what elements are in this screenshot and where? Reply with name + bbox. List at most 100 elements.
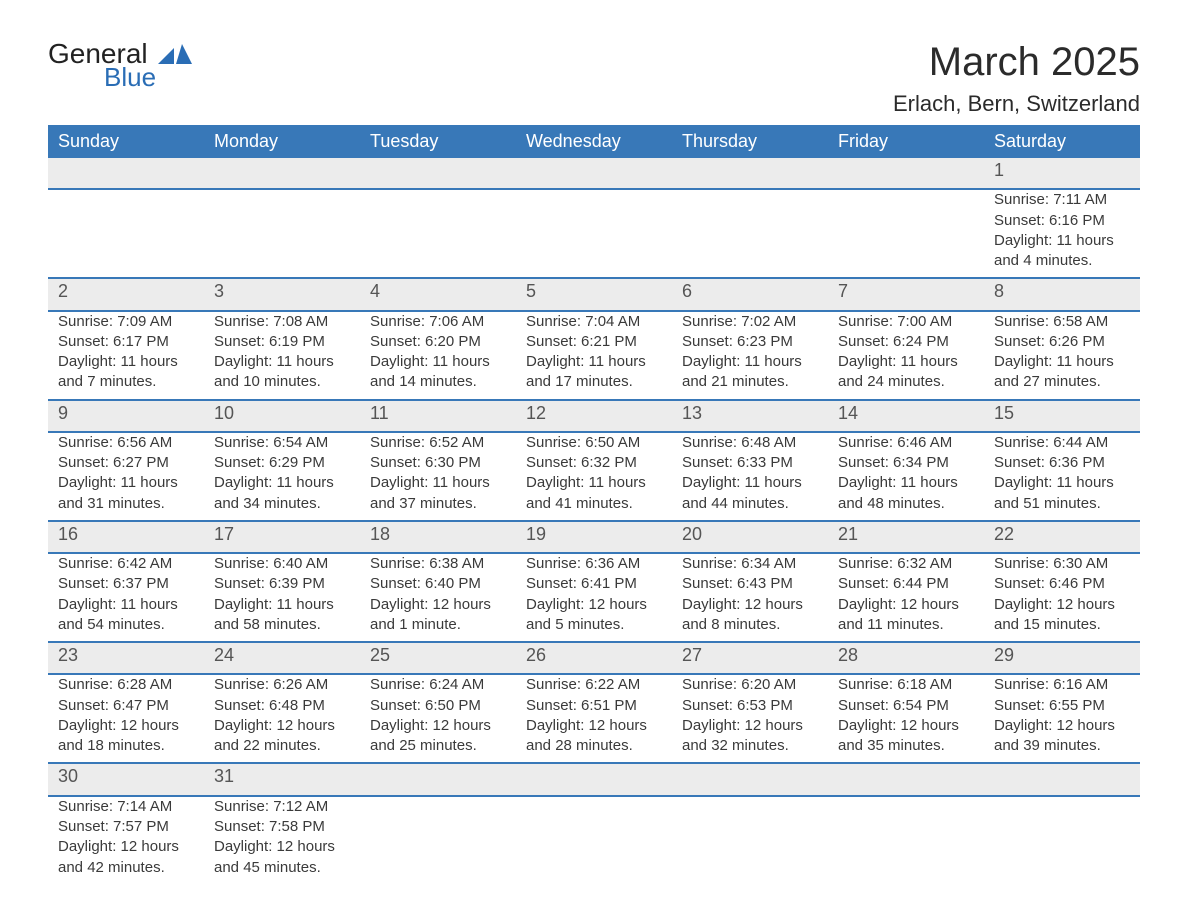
day-number: 8 — [994, 281, 1004, 301]
sunrise-text: Sunrise: 6:38 AM — [370, 554, 506, 574]
day-number-cell: 14 — [828, 400, 984, 432]
day-details-cell: Sunrise: 6:28 AMSunset: 6:47 PMDaylight:… — [48, 674, 204, 763]
sunrise-text: Sunrise: 6:28 AM — [58, 675, 194, 695]
day-number: 18 — [370, 524, 390, 544]
sunset-text: Sunset: 6:27 PM — [58, 453, 194, 473]
day-number: 11 — [370, 403, 389, 423]
day-number-cell: 29 — [984, 642, 1140, 674]
day-number-cell: 17 — [204, 521, 360, 553]
sunrise-text: Sunrise: 6:54 AM — [214, 433, 350, 453]
sunrise-text: Sunrise: 7:11 AM — [994, 190, 1130, 210]
col-thursday: Thursday — [672, 125, 828, 158]
daylight-text: Daylight: 11 hours and 48 minutes. — [838, 473, 974, 514]
day-number-cell — [828, 763, 984, 795]
sunset-text: Sunset: 6:43 PM — [682, 574, 818, 594]
day-details-cell — [828, 796, 984, 884]
day-number: 2 — [58, 281, 68, 301]
daylight-text: Daylight: 12 hours and 32 minutes. — [682, 716, 818, 757]
day-number: 10 — [214, 403, 234, 423]
day-details-cell: Sunrise: 6:42 AMSunset: 6:37 PMDaylight:… — [48, 553, 204, 642]
daylight-text: Daylight: 11 hours and 10 minutes. — [214, 352, 350, 393]
location: Erlach, Bern, Switzerland — [893, 91, 1140, 117]
day-number: 15 — [994, 403, 1014, 423]
day-details-cell: Sunrise: 7:04 AMSunset: 6:21 PMDaylight:… — [516, 311, 672, 400]
day-number-cell: 10 — [204, 400, 360, 432]
sunrise-text: Sunrise: 7:12 AM — [214, 797, 350, 817]
daylight-text: Daylight: 11 hours and 24 minutes. — [838, 352, 974, 393]
day-number-cell — [828, 158, 984, 189]
sunrise-text: Sunrise: 6:56 AM — [58, 433, 194, 453]
sunset-text: Sunset: 7:57 PM — [58, 817, 194, 837]
sunset-text: Sunset: 6:54 PM — [838, 696, 974, 716]
weekday-header-row: Sunday Monday Tuesday Wednesday Thursday… — [48, 125, 1140, 158]
day-number-cell: 15 — [984, 400, 1140, 432]
sunrise-text: Sunrise: 6:36 AM — [526, 554, 662, 574]
daylight-text: Daylight: 11 hours and 41 minutes. — [526, 473, 662, 514]
day-details-cell: Sunrise: 6:56 AMSunset: 6:27 PMDaylight:… — [48, 432, 204, 521]
col-monday: Monday — [204, 125, 360, 158]
day-details-cell: Sunrise: 6:22 AMSunset: 6:51 PMDaylight:… — [516, 674, 672, 763]
day-number-cell: 20 — [672, 521, 828, 553]
details-row: Sunrise: 7:11 AMSunset: 6:16 PMDaylight:… — [48, 189, 1140, 278]
day-number: 7 — [838, 281, 848, 301]
sunrise-text: Sunrise: 6:58 AM — [994, 312, 1130, 332]
day-details-cell: Sunrise: 7:02 AMSunset: 6:23 PMDaylight:… — [672, 311, 828, 400]
day-details-cell — [516, 189, 672, 278]
daylight-text: Daylight: 11 hours and 17 minutes. — [526, 352, 662, 393]
day-number-cell — [672, 763, 828, 795]
day-number: 3 — [214, 281, 224, 301]
sunrise-text: Sunrise: 7:00 AM — [838, 312, 974, 332]
day-details-cell: Sunrise: 6:44 AMSunset: 6:36 PMDaylight:… — [984, 432, 1140, 521]
daylight-text: Daylight: 11 hours and 27 minutes. — [994, 352, 1130, 393]
day-number: 17 — [214, 524, 234, 544]
sunrise-text: Sunrise: 6:16 AM — [994, 675, 1130, 695]
daylight-text: Daylight: 12 hours and 42 minutes. — [58, 837, 194, 878]
daynum-row: 9101112131415 — [48, 400, 1140, 432]
day-details-cell: Sunrise: 6:58 AMSunset: 6:26 PMDaylight:… — [984, 311, 1140, 400]
day-number-cell — [360, 763, 516, 795]
day-number-cell: 8 — [984, 278, 1140, 310]
day-number: 29 — [994, 645, 1014, 665]
sunset-text: Sunset: 6:29 PM — [214, 453, 350, 473]
day-details-cell — [360, 796, 516, 884]
day-number: 27 — [682, 645, 702, 665]
day-number-cell: 19 — [516, 521, 672, 553]
day-number-cell: 9 — [48, 400, 204, 432]
daylight-text: Daylight: 12 hours and 35 minutes. — [838, 716, 974, 757]
day-details-cell: Sunrise: 6:34 AMSunset: 6:43 PMDaylight:… — [672, 553, 828, 642]
calendar-table: Sunday Monday Tuesday Wednesday Thursday… — [48, 125, 1140, 884]
day-details-cell: Sunrise: 6:32 AMSunset: 6:44 PMDaylight:… — [828, 553, 984, 642]
sunrise-text: Sunrise: 6:26 AM — [214, 675, 350, 695]
sunset-text: Sunset: 6:48 PM — [214, 696, 350, 716]
sunrise-text: Sunrise: 6:42 AM — [58, 554, 194, 574]
sunrise-text: Sunrise: 7:08 AM — [214, 312, 350, 332]
day-number-cell — [516, 763, 672, 795]
col-friday: Friday — [828, 125, 984, 158]
day-number-cell: 21 — [828, 521, 984, 553]
day-number: 16 — [58, 524, 78, 544]
daylight-text: Daylight: 12 hours and 15 minutes. — [994, 595, 1130, 636]
daylight-text: Daylight: 11 hours and 51 minutes. — [994, 473, 1130, 514]
day-number-cell: 25 — [360, 642, 516, 674]
sunrise-text: Sunrise: 7:04 AM — [526, 312, 662, 332]
day-details-cell — [828, 189, 984, 278]
sunset-text: Sunset: 6:53 PM — [682, 696, 818, 716]
sunset-text: Sunset: 6:40 PM — [370, 574, 506, 594]
day-number-cell: 24 — [204, 642, 360, 674]
day-number: 19 — [526, 524, 546, 544]
sunrise-text: Sunrise: 6:20 AM — [682, 675, 818, 695]
sunrise-text: Sunrise: 6:34 AM — [682, 554, 818, 574]
day-details-cell: Sunrise: 7:12 AMSunset: 7:58 PMDaylight:… — [204, 796, 360, 884]
day-number-cell: 1 — [984, 158, 1140, 189]
sunset-text: Sunset: 6:55 PM — [994, 696, 1130, 716]
day-details-cell: Sunrise: 6:26 AMSunset: 6:48 PMDaylight:… — [204, 674, 360, 763]
sunset-text: Sunset: 6:26 PM — [994, 332, 1130, 352]
daylight-text: Daylight: 12 hours and 11 minutes. — [838, 595, 974, 636]
col-saturday: Saturday — [984, 125, 1140, 158]
logo-text-bottom: Blue — [104, 64, 156, 90]
daylight-text: Daylight: 11 hours and 21 minutes. — [682, 352, 818, 393]
daylight-text: Daylight: 11 hours and 44 minutes. — [682, 473, 818, 514]
day-details-cell: Sunrise: 6:24 AMSunset: 6:50 PMDaylight:… — [360, 674, 516, 763]
month-title: March 2025 — [893, 40, 1140, 85]
logo-mark-icon — [158, 44, 192, 70]
